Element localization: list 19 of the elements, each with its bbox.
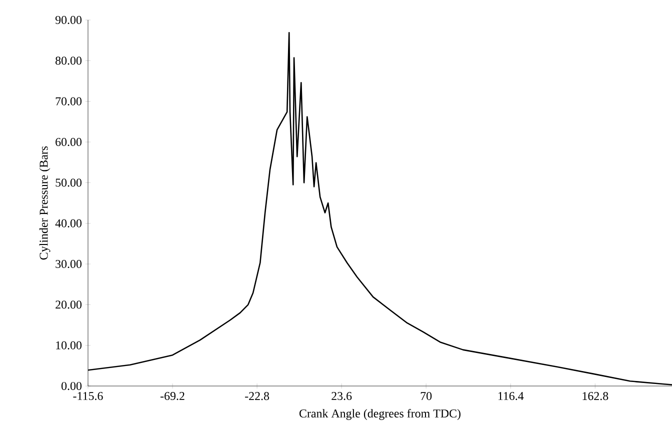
x-tick-label: -22.8 (245, 392, 270, 400)
y-tick-label: 30.00 (56, 260, 82, 268)
x-tick-label: -69.2 (160, 392, 184, 400)
y-tick-label: 40.00 (55, 219, 82, 228)
y-tick-label: 80.00 (56, 56, 82, 65)
y-tick-label: 10.00 (56, 341, 82, 350)
x-tick-label: 116.4 (498, 392, 524, 400)
y-tick-label: 50.00 (56, 178, 82, 187)
y-tick-label: 20.00 (56, 300, 82, 309)
x-tick-label: 23.6 (332, 392, 352, 400)
x-tick-label: 162.8 (582, 392, 608, 400)
x-axis-title: Crank Angle (degrees from TDC) (299, 408, 460, 420)
y-tick-label: 70.00 (56, 97, 82, 106)
x-tick-label: 70 (420, 392, 432, 400)
y-axis-title: Cylinder Pressure (Bars (39, 146, 50, 260)
y-tick-label: 60.00 (56, 138, 82, 146)
y-tick-label: 90.00 (55, 16, 82, 24)
x-tick-label: -115.6 (73, 392, 103, 400)
y-tick-label: 0.00 (62, 382, 82, 390)
